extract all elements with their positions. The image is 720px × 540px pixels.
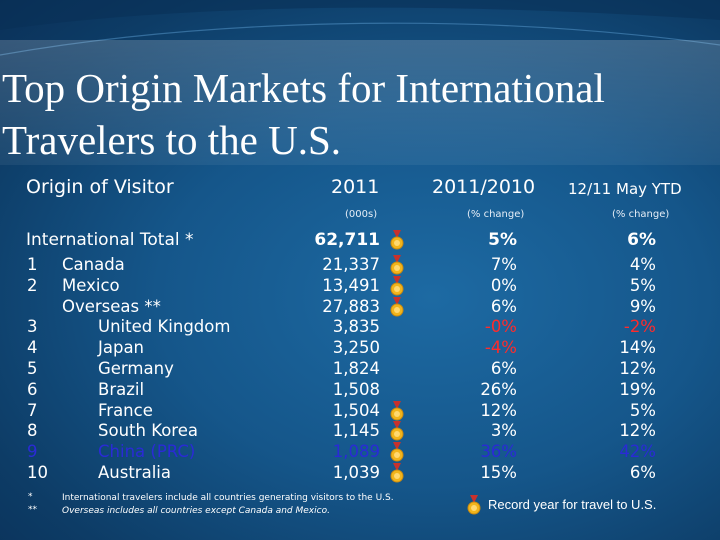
- row-value: 1,504: [332, 400, 380, 420]
- row-rank: 9: [27, 442, 38, 462]
- row-ytd: 6%: [629, 463, 656, 482]
- footnote-mark: **: [28, 505, 37, 515]
- subheader-2011: (000s): [345, 209, 378, 220]
- row-country: Germany: [98, 359, 174, 378]
- header-ytd: 12/11 May YTD: [568, 180, 682, 198]
- footnote-mark: *: [28, 492, 33, 502]
- row-country: China (PRC): [98, 442, 196, 462]
- row-country: Overseas **: [62, 296, 161, 316]
- row-change: 6%: [490, 359, 517, 378]
- medal-icon: [390, 296, 404, 317]
- row-change: 12%: [480, 400, 517, 420]
- row-ytd: 42%: [619, 442, 656, 462]
- total-change: 5%: [488, 230, 517, 250]
- row-ytd: 4%: [629, 255, 656, 274]
- row-rank: 1: [27, 255, 38, 274]
- row-value: 1,508: [332, 379, 380, 399]
- total-ytd: 6%: [627, 230, 656, 250]
- row-country: United Kingdom: [98, 317, 231, 337]
- row-ytd: 14%: [619, 338, 656, 358]
- row-country: South Korea: [98, 421, 198, 441]
- title-band: [0, 40, 720, 165]
- row-value: 1,824: [332, 359, 380, 378]
- medal-icon: [390, 442, 404, 462]
- row-change: 15%: [480, 463, 517, 482]
- total-label: International Total *: [26, 230, 194, 250]
- row-change: 3%: [490, 421, 517, 441]
- subheader-change: (% change): [467, 209, 525, 220]
- footnote-text: Overseas includes all countries except C…: [62, 506, 330, 516]
- row-change: 6%: [490, 296, 517, 316]
- row-value: 13,491: [322, 275, 380, 295]
- footnote-text: International travelers include all coun…: [62, 493, 394, 503]
- row-change: -4%: [484, 338, 517, 358]
- header-change: 2011/2010: [432, 176, 536, 198]
- row-change: 36%: [480, 442, 517, 462]
- row-value: 3,250: [332, 338, 380, 358]
- row-country: Brazil: [98, 379, 145, 399]
- medal-icon: [390, 421, 404, 441]
- row-value: 1,039: [332, 463, 380, 482]
- total-value: 62,711: [314, 230, 380, 250]
- legend-label: Record year for travel to U.S.: [488, 497, 657, 512]
- medal-icon: [467, 495, 481, 515]
- medal-icon: [390, 255, 404, 275]
- row-rank: 6: [27, 379, 38, 399]
- row-country: Australia: [98, 463, 171, 482]
- row-country: Mexico: [62, 275, 120, 295]
- row-value: 21,337: [322, 255, 380, 274]
- row-ytd: 5%: [629, 275, 656, 295]
- row-rank: 5: [27, 359, 38, 378]
- row-rank: 7: [27, 400, 38, 420]
- row-rank: 10: [27, 463, 48, 482]
- row-ytd: 5%: [629, 400, 656, 420]
- row-country: Japan: [98, 338, 145, 358]
- row-rank: 4: [27, 338, 38, 358]
- header-origin: Origin of Visitor: [26, 176, 174, 198]
- row-rank: 3: [27, 317, 38, 337]
- medal-icon: [390, 275, 404, 296]
- subheader-ytd: (% change): [612, 209, 670, 220]
- medal-icon: [390, 463, 404, 483]
- medal-icon: [390, 230, 404, 250]
- row-value: 27,883: [322, 296, 380, 316]
- row-change: 7%: [490, 255, 517, 274]
- row-rank: 2: [27, 275, 38, 295]
- row-value: 3,835: [332, 317, 380, 337]
- row-ytd: 12%: [619, 359, 656, 378]
- header-2011: 2011: [331, 176, 380, 198]
- row-rank: 8: [27, 421, 38, 441]
- row-country: Canada: [62, 255, 125, 274]
- row-change: 26%: [480, 379, 517, 399]
- row-ytd: 19%: [619, 379, 656, 399]
- medal-icon: [390, 400, 404, 421]
- page-title: Top Origin Markets for International Tra…: [2, 65, 605, 163]
- row-value: 1,145: [332, 421, 380, 441]
- row-ytd: 9%: [629, 296, 656, 316]
- row-ytd: 12%: [619, 421, 656, 441]
- row-change: -0%: [484, 317, 517, 337]
- row-country: France: [98, 400, 153, 420]
- row-value: 1,089: [332, 442, 380, 462]
- row-change: 0%: [490, 275, 517, 295]
- row-ytd: -2%: [623, 317, 656, 337]
